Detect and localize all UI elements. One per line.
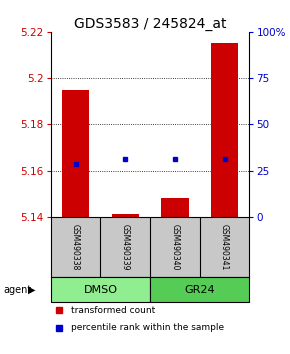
Bar bbox=[62, 90, 89, 217]
Text: GR24: GR24 bbox=[184, 285, 215, 295]
Text: GSM490338: GSM490338 bbox=[71, 224, 80, 270]
Text: GSM490339: GSM490339 bbox=[121, 224, 130, 270]
Title: GDS3583 / 245824_at: GDS3583 / 245824_at bbox=[74, 17, 226, 31]
Text: GSM490341: GSM490341 bbox=[220, 224, 229, 270]
FancyBboxPatch shape bbox=[150, 278, 249, 302]
Bar bbox=[112, 215, 139, 217]
FancyBboxPatch shape bbox=[51, 278, 150, 302]
Bar bbox=[161, 198, 188, 217]
Text: GSM490340: GSM490340 bbox=[171, 224, 180, 270]
Text: percentile rank within the sample: percentile rank within the sample bbox=[71, 323, 224, 332]
Text: agent: agent bbox=[3, 285, 31, 295]
Bar bbox=[211, 44, 238, 217]
Text: transformed count: transformed count bbox=[71, 306, 155, 315]
Text: ▶: ▶ bbox=[28, 285, 35, 295]
Text: DMSO: DMSO bbox=[84, 285, 117, 295]
